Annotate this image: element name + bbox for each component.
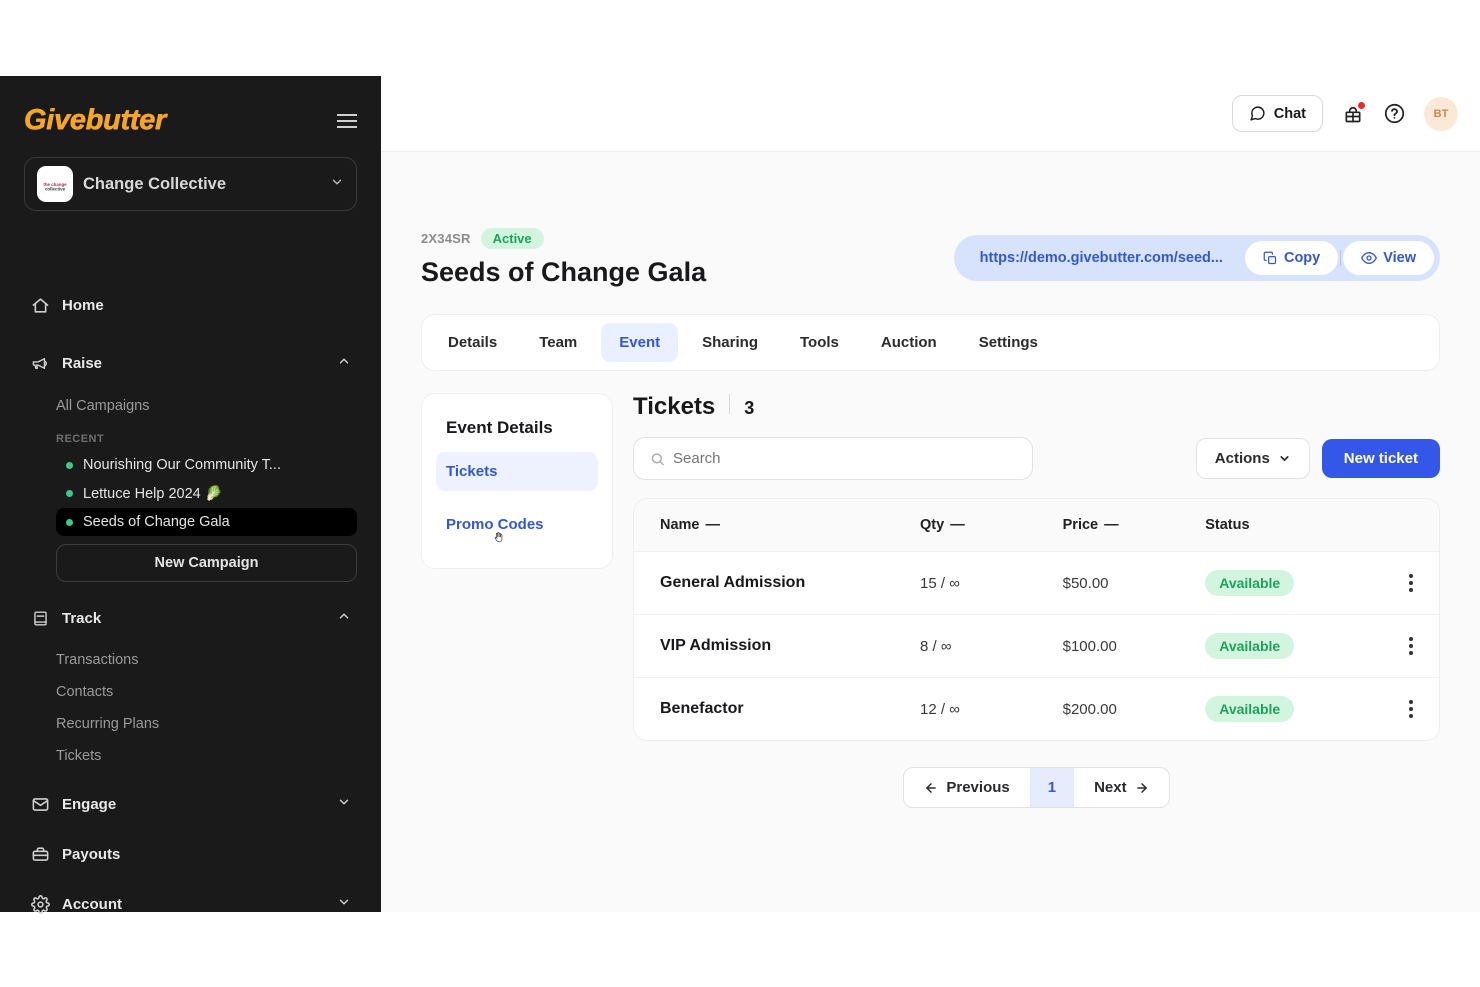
svg-text:the change: the change [43,182,67,187]
svg-text:collective: collective [45,187,66,192]
